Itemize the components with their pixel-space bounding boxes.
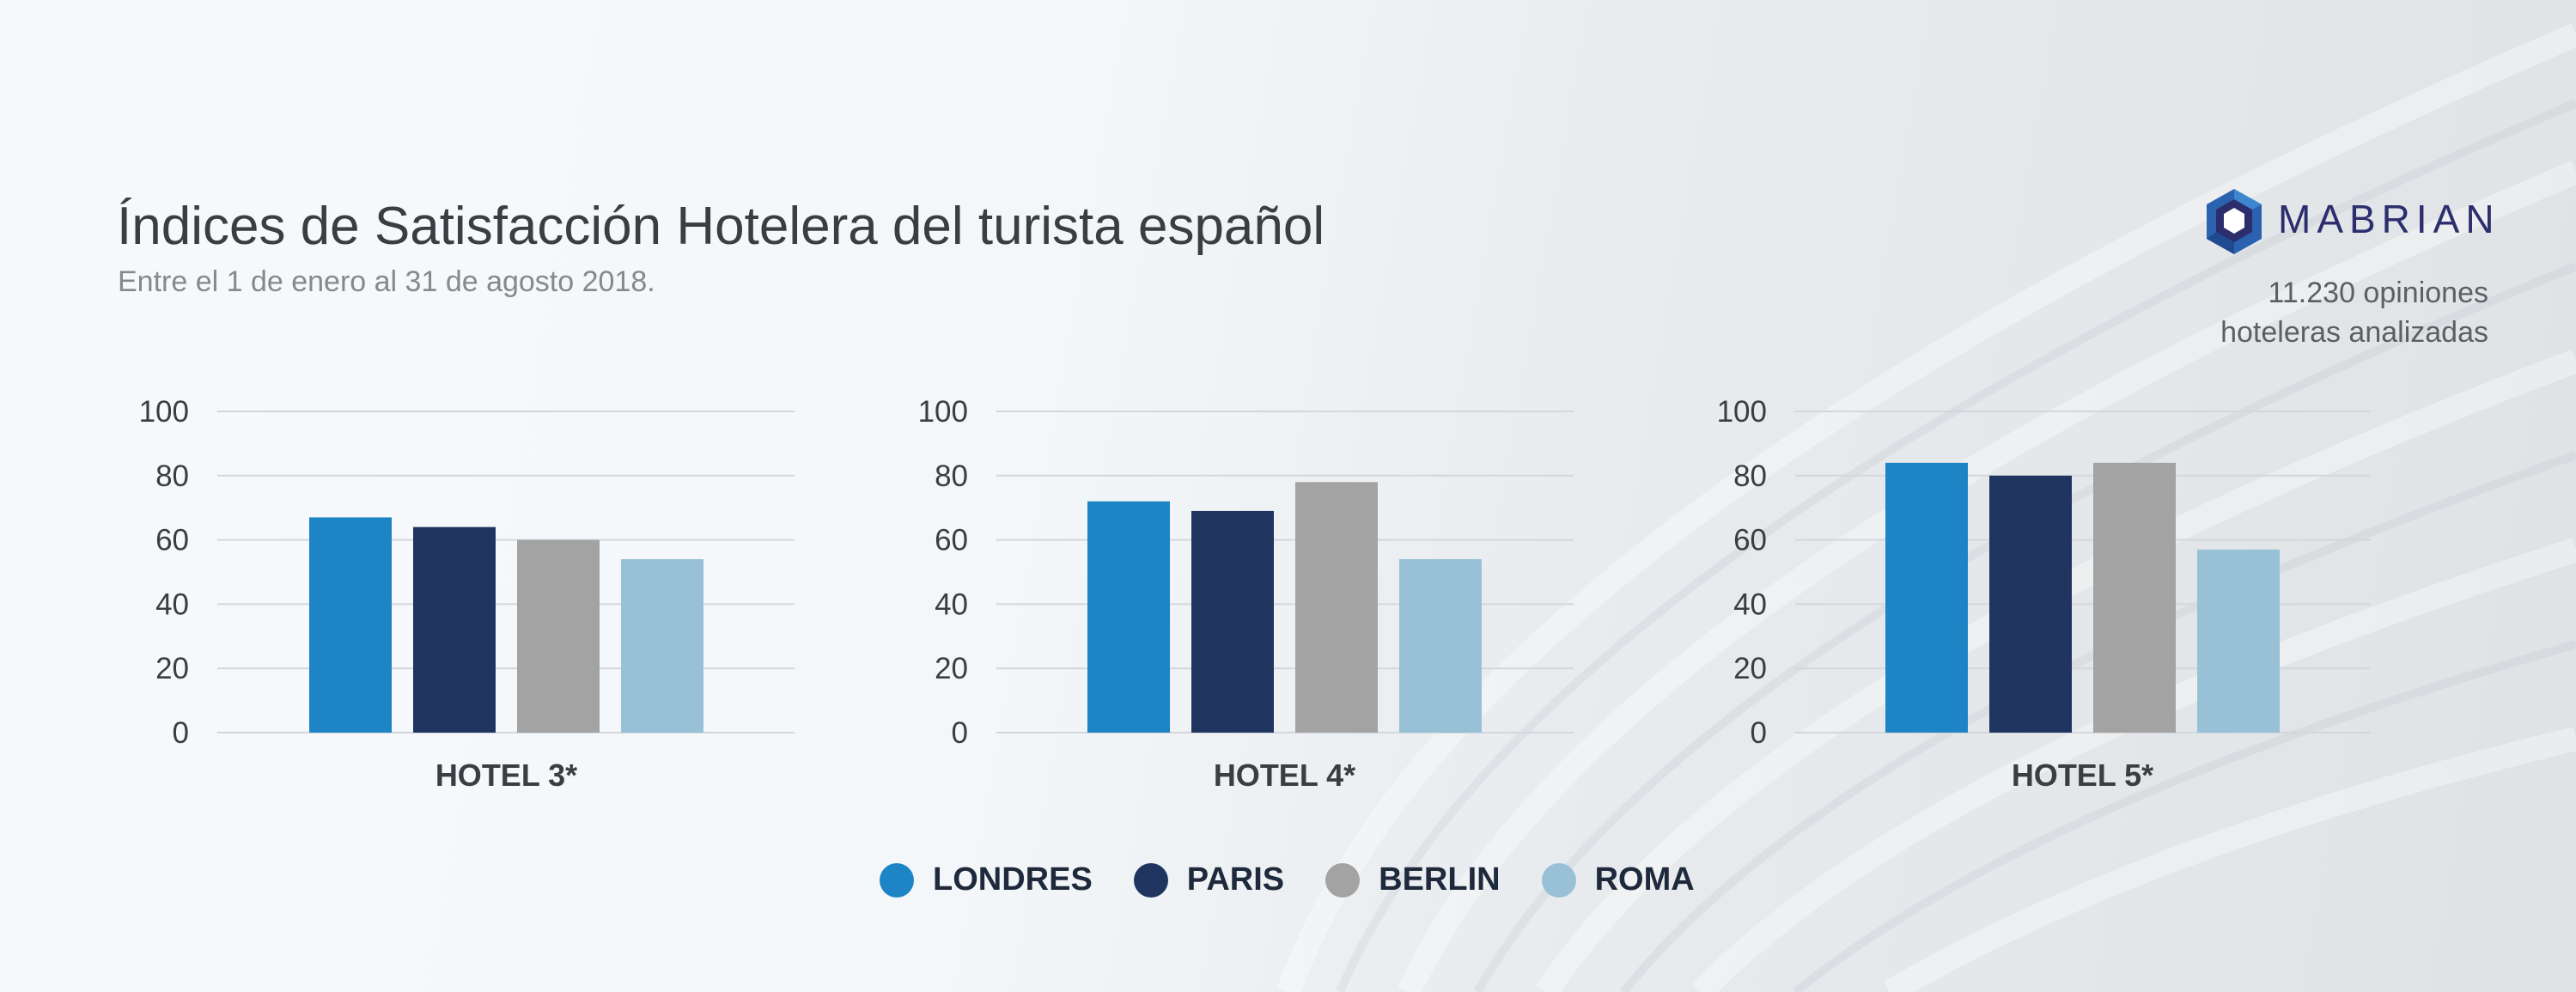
y-tick-label: 40: [935, 587, 968, 621]
bar-londres: [1885, 462, 1968, 733]
y-tick-label: 60: [1733, 524, 1767, 557]
bar-londres: [1087, 501, 1170, 733]
legend-label: LONDRES: [933, 861, 1093, 898]
legend-item-londres: LONDRES: [880, 861, 1093, 898]
opinions-count: 11.230 opiniones: [2268, 277, 2488, 309]
bar-berlin: [1295, 482, 1378, 733]
legend-item-roma: ROMA: [1541, 861, 1695, 898]
y-tick-label: 0: [173, 716, 189, 750]
y-tick-label: 100: [1717, 395, 1767, 429]
x-category-label: HOTEL 5*: [2012, 758, 2153, 793]
y-tick-label: 80: [155, 459, 189, 493]
y-tick-label: 60: [155, 524, 189, 557]
y-tick-label: 100: [139, 395, 189, 429]
x-category-label: HOTEL 3*: [435, 758, 577, 793]
y-tick-label: 0: [952, 716, 968, 750]
bar-roma: [2197, 549, 2280, 733]
bar-londres: [309, 517, 392, 733]
y-tick-label: 0: [1751, 716, 1767, 750]
y-tick-label: 20: [935, 652, 968, 685]
y-tick-label: 40: [155, 587, 189, 621]
hexagon-logo-icon: [2207, 189, 2262, 254]
legend-label: ROMA: [1594, 861, 1695, 898]
chart-legend: LONDRES PARIS BERLIN ROMA: [880, 861, 1736, 898]
bar-roma: [621, 559, 703, 733]
legend-label: PARIS: [1186, 861, 1285, 898]
bar-paris: [1191, 510, 1274, 733]
chart-panel: 0 20 40 60 80 100 HOTEL 3*: [139, 395, 795, 793]
opinions-caption: hoteleras analizadas: [2220, 316, 2488, 349]
y-tick-label: 60: [935, 524, 968, 557]
chart-panel: 0 20 40 60 80 100 HOTEL 4*: [918, 395, 1574, 793]
y-tick-label: 40: [1733, 587, 1767, 621]
bar-berlin: [517, 539, 600, 733]
opinions-note: 11.230 opiniones hoteleras analizadas: [2220, 273, 2488, 352]
chart-title: Índices de Satisfacción Hotelera del tur…: [117, 197, 1325, 256]
bar-paris: [1989, 475, 2072, 733]
legend-item-paris: PARIS: [1133, 861, 1285, 898]
y-tick-label: 100: [918, 395, 968, 429]
y-tick-label: 80: [935, 459, 968, 493]
legend-swatch: [880, 862, 914, 898]
x-category-label: HOTEL 4*: [1214, 758, 1355, 793]
legend-swatch: [1133, 862, 1168, 898]
y-tick-label: 20: [155, 652, 189, 685]
y-tick-label: 20: [1733, 652, 1767, 685]
y-tick-label: 80: [1733, 459, 1767, 493]
legend-swatch: [1325, 862, 1361, 898]
chart-panel: 0 20 40 60 80 100 HOTEL 5*: [1717, 395, 2371, 793]
chart-subtitle: Entre el 1 de enero al 31 de agosto 2018…: [118, 265, 655, 298]
bar-roma: [1399, 559, 1482, 733]
legend-item-berlin: BERLIN: [1325, 861, 1501, 898]
legend-label: BERLIN: [1379, 861, 1501, 898]
brand-name: MABRIAN: [2278, 197, 2500, 241]
bar-paris: [413, 526, 496, 733]
legend-swatch: [1541, 862, 1576, 898]
bar-berlin: [2093, 462, 2176, 733]
